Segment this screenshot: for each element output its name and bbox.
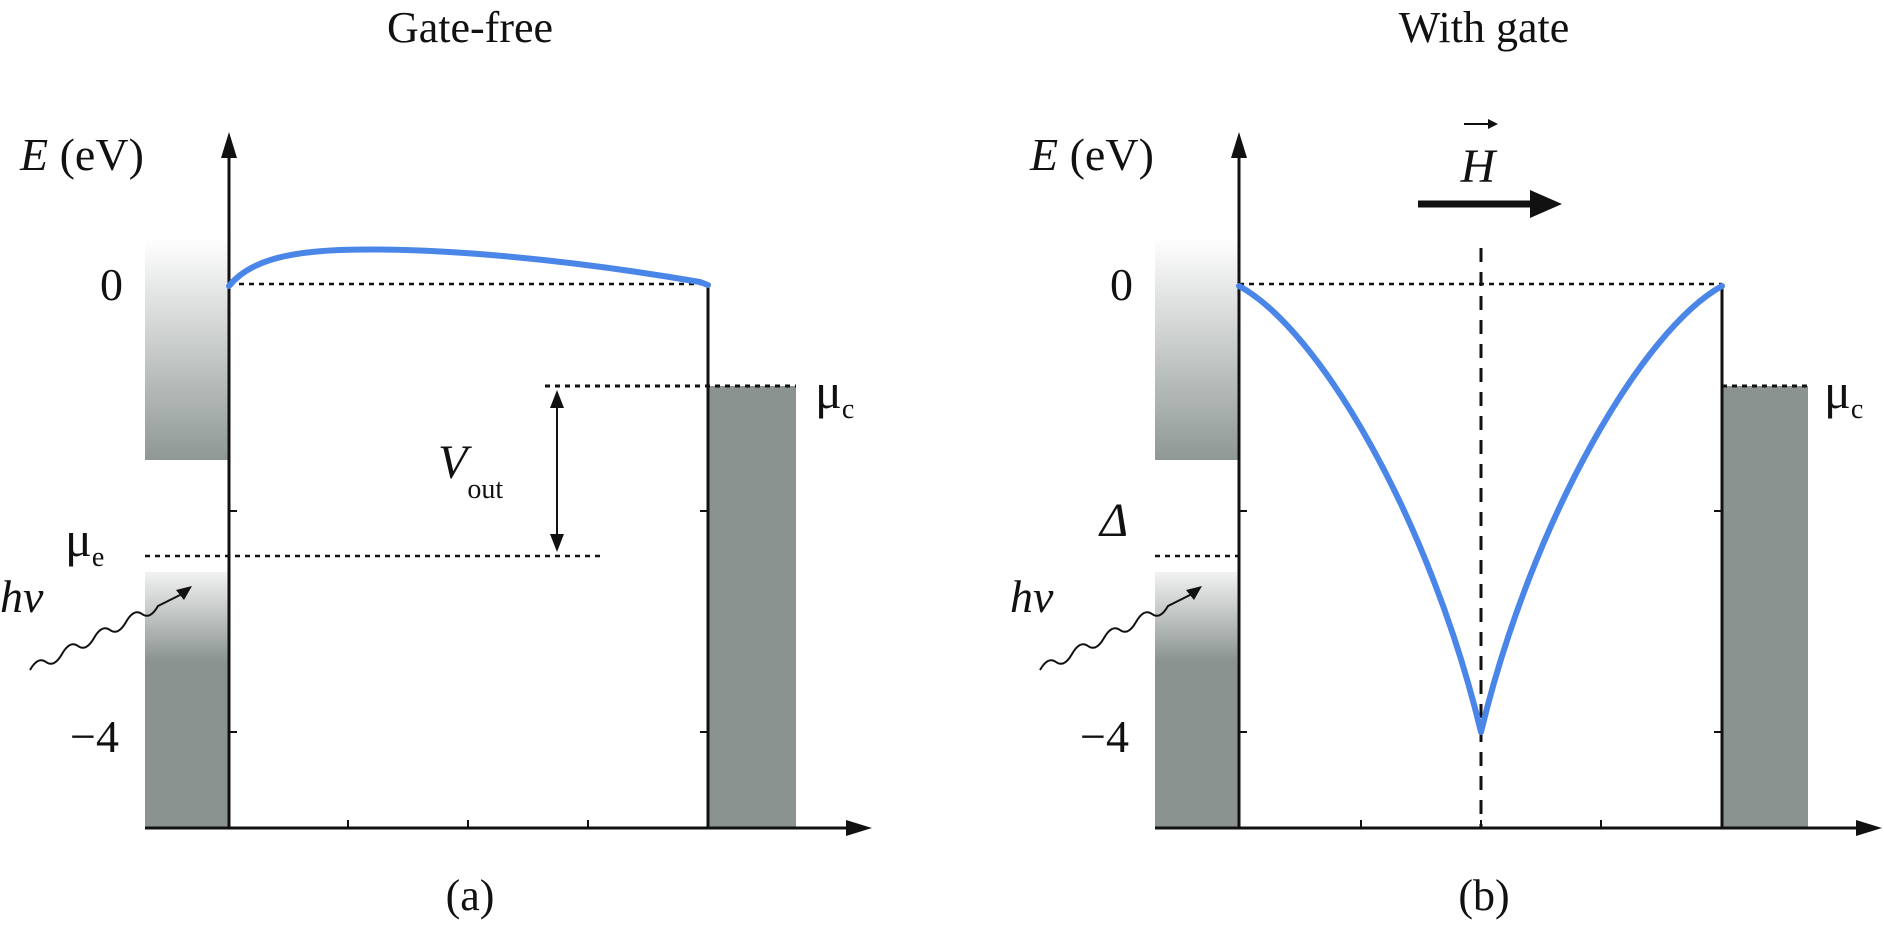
- panel-b: With gate H: [1010, 3, 1882, 920]
- panel-a-y-unit: (eV): [48, 129, 144, 180]
- panel-a-vout-symbol: V: [438, 436, 472, 489]
- panel-b-y-label: E (eV): [1029, 129, 1154, 180]
- panel-b-left-upper-band: [1155, 238, 1239, 460]
- panel-b-y-unit: (eV): [1058, 129, 1154, 180]
- panel-b-y-arrow-icon: [1231, 132, 1247, 158]
- panel-a-mu-e-sub: e: [92, 542, 104, 573]
- panel-a-photon-label: hv: [0, 571, 44, 622]
- panel-b-tick-zero: 0: [1110, 259, 1133, 310]
- panel-a-y-label: E (eV): [19, 129, 144, 180]
- panel-b-field-label: H: [1460, 140, 1498, 193]
- panel-b-field-vector-arrow-icon: [1488, 119, 1498, 129]
- panel-a-tick-minus4: −4: [70, 711, 119, 762]
- panel-a-mu-c-sub: c: [842, 394, 854, 425]
- panel-a: Gate-free E (eV) 0 −4: [0, 3, 872, 920]
- panel-b-potential-curve: [1236, 283, 1725, 735]
- panel-b-left-lower-band: [1155, 572, 1239, 828]
- panel-b-photon-wave-icon: [1039, 593, 1193, 671]
- panel-a-left-upper-band: [145, 238, 229, 460]
- panel-b-x-arrow-icon: [1856, 820, 1882, 836]
- panel-a-y-arrow-icon: [221, 132, 237, 158]
- panel-b-mu-c-symbol: μ: [1824, 363, 1851, 419]
- panel-a-y-symbol: E: [19, 129, 48, 180]
- panel-a-caption: (a): [446, 871, 495, 920]
- panel-a-photon-wave-icon: [29, 593, 183, 671]
- panel-a-x-arrow-icon: [846, 820, 872, 836]
- panel-b-mu-c-label: μc: [1824, 363, 1863, 425]
- panel-a-vout-label: Vout: [438, 436, 503, 505]
- panel-a-title: Gate-free: [387, 3, 553, 52]
- panel-a-left-lower-band: [145, 572, 229, 828]
- panel-a-vout-arrow-down-icon: [550, 534, 564, 552]
- panel-a-potential-curve: [226, 246, 711, 289]
- panel-a-photon-arrowhead-icon: [176, 586, 192, 600]
- panel-b-mu-c-sub: c: [1851, 394, 1863, 425]
- panel-b-y-symbol: E: [1029, 129, 1058, 180]
- panel-a-mu-e-label: μe: [65, 511, 104, 573]
- panel-a-tick-zero: 0: [100, 259, 123, 310]
- panel-b-photon-label: hv: [1010, 571, 1054, 622]
- panel-a-mu-c-symbol: μ: [815, 363, 842, 419]
- panel-b-tick-minus4: −4: [1080, 711, 1129, 762]
- panel-b-photon-arrowhead-icon: [1186, 586, 1202, 600]
- panel-b-right-band: [1722, 386, 1808, 828]
- panel-a-mu-e-symbol: μ: [65, 511, 92, 567]
- panel-b-delta-label: Δ: [1098, 494, 1128, 547]
- panel-a-right-band: [708, 386, 796, 828]
- panel-b-field-arrowhead-icon: [1530, 190, 1562, 218]
- panel-b-caption: (b): [1458, 871, 1509, 920]
- panel-a-mu-c-label: μc: [815, 363, 854, 425]
- panel-b-title: With gate: [1399, 3, 1570, 52]
- panel-a-vout-arrow-up-icon: [550, 390, 564, 408]
- panel-a-vout-sub: out: [467, 474, 503, 505]
